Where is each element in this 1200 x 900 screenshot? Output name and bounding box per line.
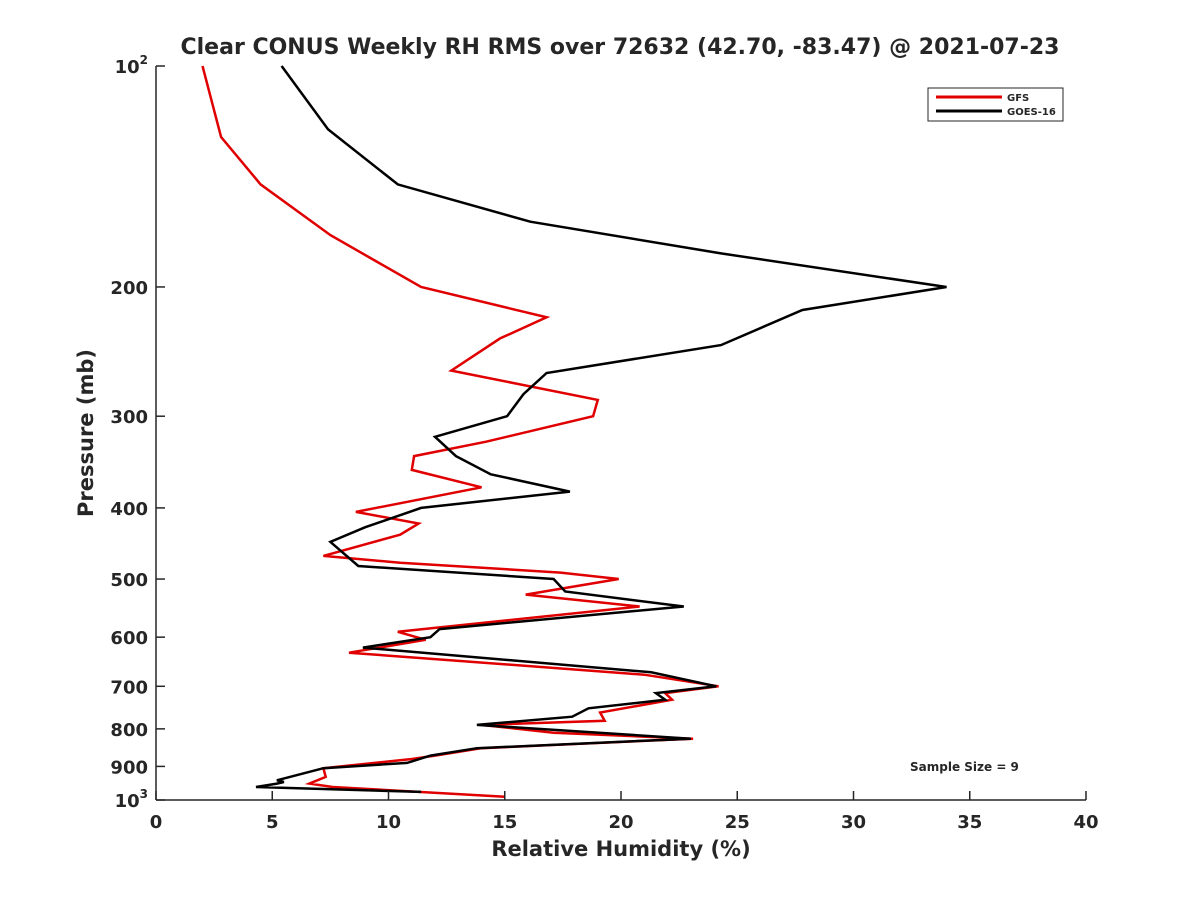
y-tick-label-base: 600 bbox=[110, 628, 148, 649]
x-tick-label: 40 bbox=[1073, 812, 1098, 833]
x-tick-label: 0 bbox=[150, 812, 163, 833]
y-tick-label: 103 bbox=[115, 787, 148, 812]
x-tick-label: 20 bbox=[608, 812, 633, 833]
sample-size-annotation: Sample Size = 9 bbox=[910, 760, 1019, 774]
y-tick-label-base: 900 bbox=[110, 757, 148, 778]
y-tick-label-base: 400 bbox=[110, 499, 148, 520]
y-tick-label-base: 200 bbox=[110, 278, 148, 299]
y-tick-label: 500 bbox=[110, 570, 148, 591]
y-tick-label-base: 300 bbox=[110, 407, 148, 428]
x-tick-label: 35 bbox=[957, 812, 982, 833]
x-tick-label: 30 bbox=[841, 812, 866, 833]
legend-label-goes16: GOES-16 bbox=[1007, 107, 1056, 118]
x-tick-label: 10 bbox=[376, 812, 401, 833]
x-tick-label: 25 bbox=[725, 812, 750, 833]
x-tick-label: 5 bbox=[266, 812, 279, 833]
legend-box bbox=[927, 87, 1064, 122]
y-tick-label: 102 bbox=[115, 53, 148, 78]
legend-label-gfs: GFS bbox=[1007, 93, 1029, 104]
y-tick-label-exponent: 2 bbox=[140, 53, 148, 67]
y-tick-label: 400 bbox=[110, 499, 148, 520]
legend: GFS GOES-16 bbox=[927, 87, 1064, 122]
y-tick-label: 800 bbox=[110, 720, 148, 741]
y-tick-label: 300 bbox=[110, 407, 148, 428]
y-tick-label: 600 bbox=[110, 628, 148, 649]
y-tick-label-exponent: 3 bbox=[140, 787, 148, 801]
y-tick-label-base: 700 bbox=[110, 677, 148, 698]
x-tick-label: 15 bbox=[492, 812, 517, 833]
y-tick-label: 200 bbox=[110, 278, 148, 299]
y-tick-label-base: 500 bbox=[110, 570, 148, 591]
y-tick-label-base: 10 bbox=[115, 791, 140, 812]
y-tick-label: 900 bbox=[110, 757, 148, 778]
x-axis-label: Relative Humidity (%) bbox=[491, 837, 750, 861]
y-tick-label-base: 800 bbox=[110, 720, 148, 741]
x-axis-ticks: 0 5 10 15 20 25 30 35 40 bbox=[150, 791, 1099, 833]
y-axis-label: Pressure (mb) bbox=[74, 349, 98, 517]
plot-area bbox=[156, 66, 1086, 800]
y-tick-label: 700 bbox=[110, 677, 148, 698]
series-layer bbox=[201, 65, 947, 799]
series-line-goes-16 bbox=[255, 65, 947, 794]
chart-title: Clear CONUS Weekly RH RMS over 72632 (42… bbox=[181, 35, 1060, 60]
y-tick-label-base: 10 bbox=[115, 57, 140, 78]
